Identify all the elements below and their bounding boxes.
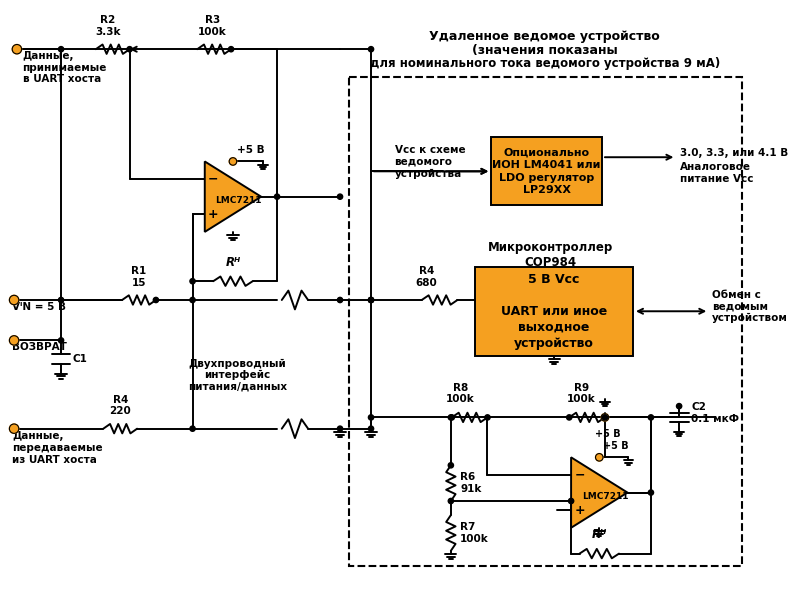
Text: Двухпроводный
интерфейс
питания/данных: Двухпроводный интерфейс питания/данных [188,359,287,392]
Text: 5 В Vᴄᴄ

UART или иное
выходное
устройство: 5 В Vᴄᴄ UART или иное выходное устройств… [501,273,607,350]
Circle shape [677,403,682,409]
FancyBboxPatch shape [491,137,602,205]
Text: Удаленное ведомое устройство: Удаленное ведомое устройство [429,31,660,44]
Circle shape [648,490,654,495]
Circle shape [10,336,19,345]
Text: R7
100k: R7 100k [460,522,489,544]
Circle shape [602,415,607,420]
Text: R6
91k: R6 91k [460,472,482,494]
Text: VᴵN = 5 В: VᴵN = 5 В [12,302,66,312]
Text: +: + [208,208,219,221]
Circle shape [368,297,374,303]
Text: Rᴴ: Rᴴ [225,256,240,269]
Text: Данные,
принимаемые
в UART хоста: Данные, принимаемые в UART хоста [22,51,107,84]
Circle shape [337,194,343,199]
Text: R2
3.3k: R2 3.3k [95,15,121,37]
Circle shape [568,498,574,504]
Circle shape [448,498,454,504]
FancyBboxPatch shape [475,267,633,356]
Circle shape [648,415,654,420]
Text: LMC7211: LMC7211 [582,492,628,501]
Text: ВОЗВРАТ: ВОЗВРАТ [12,342,67,352]
Text: для номинального тока ведомого устройства 9 мА): для номинального тока ведомого устройств… [370,57,720,70]
Circle shape [602,415,607,420]
Bar [349,77,742,566]
Circle shape [368,426,374,431]
Circle shape [190,297,195,303]
Text: +5 В: +5 В [237,145,264,155]
Text: Данные,
передаваемые
из UART хоста: Данные, передаваемые из UART хоста [12,432,103,465]
Text: C1: C1 [73,354,87,364]
Text: −: − [208,173,218,186]
Text: +5 В: +5 В [595,429,621,439]
Circle shape [10,295,19,305]
Circle shape [595,454,603,461]
Circle shape [12,45,22,54]
Circle shape [368,47,374,52]
Text: R1
15: R1 15 [131,266,147,288]
Text: −: − [574,468,585,481]
Circle shape [601,413,609,421]
Text: R9
100k: R9 100k [567,383,596,404]
Text: Микроконтроллер
COP984: Микроконтроллер COP984 [488,241,613,269]
Circle shape [448,463,454,468]
Text: Аналоговое
питание Vᴄᴄ: Аналоговое питание Vᴄᴄ [680,163,753,184]
Circle shape [58,47,64,52]
Text: R4
220: R4 220 [109,395,131,416]
Polygon shape [205,161,261,232]
Circle shape [566,415,572,420]
Text: Vᴄᴄ к схеме
ведомого
устройства: Vᴄᴄ к схеме ведомого устройства [395,145,465,178]
Circle shape [58,297,64,303]
Polygon shape [571,457,627,528]
Text: R3
100k: R3 100k [198,15,227,37]
Circle shape [485,415,490,420]
Circle shape [229,47,233,52]
Text: C2
0.1 мкФ: C2 0.1 мкФ [691,402,739,423]
Circle shape [368,415,374,420]
Text: +5 В: +5 В [603,441,629,451]
Text: +: + [574,504,585,517]
Circle shape [337,297,343,303]
Circle shape [58,337,64,343]
Text: R4
680: R4 680 [415,266,437,288]
Circle shape [448,415,454,420]
Circle shape [368,297,374,303]
Text: 3.0, 3.3, или 4.1 В: 3.0, 3.3, или 4.1 В [680,147,789,157]
Text: R8
100k: R8 100k [446,383,475,404]
Circle shape [449,415,455,420]
Circle shape [153,297,158,303]
Circle shape [337,426,343,431]
Text: Rᴴ: Rᴴ [591,528,607,541]
Text: (значения показаны: (значения показаны [472,44,618,57]
Circle shape [190,426,195,431]
Circle shape [127,47,133,52]
Circle shape [368,297,374,303]
Circle shape [275,194,280,199]
Text: LMC7211: LMC7211 [216,196,262,205]
Circle shape [10,424,19,434]
Circle shape [229,158,237,165]
Text: Обмен с
ведомым
устройством: Обмен с ведомым устройством [712,290,788,323]
Text: Опционально
ИОН LM4041 или
LDO регулятор
LP29XX: Опционально ИОН LM4041 или LDO регулятор… [492,148,601,195]
Circle shape [190,279,195,284]
